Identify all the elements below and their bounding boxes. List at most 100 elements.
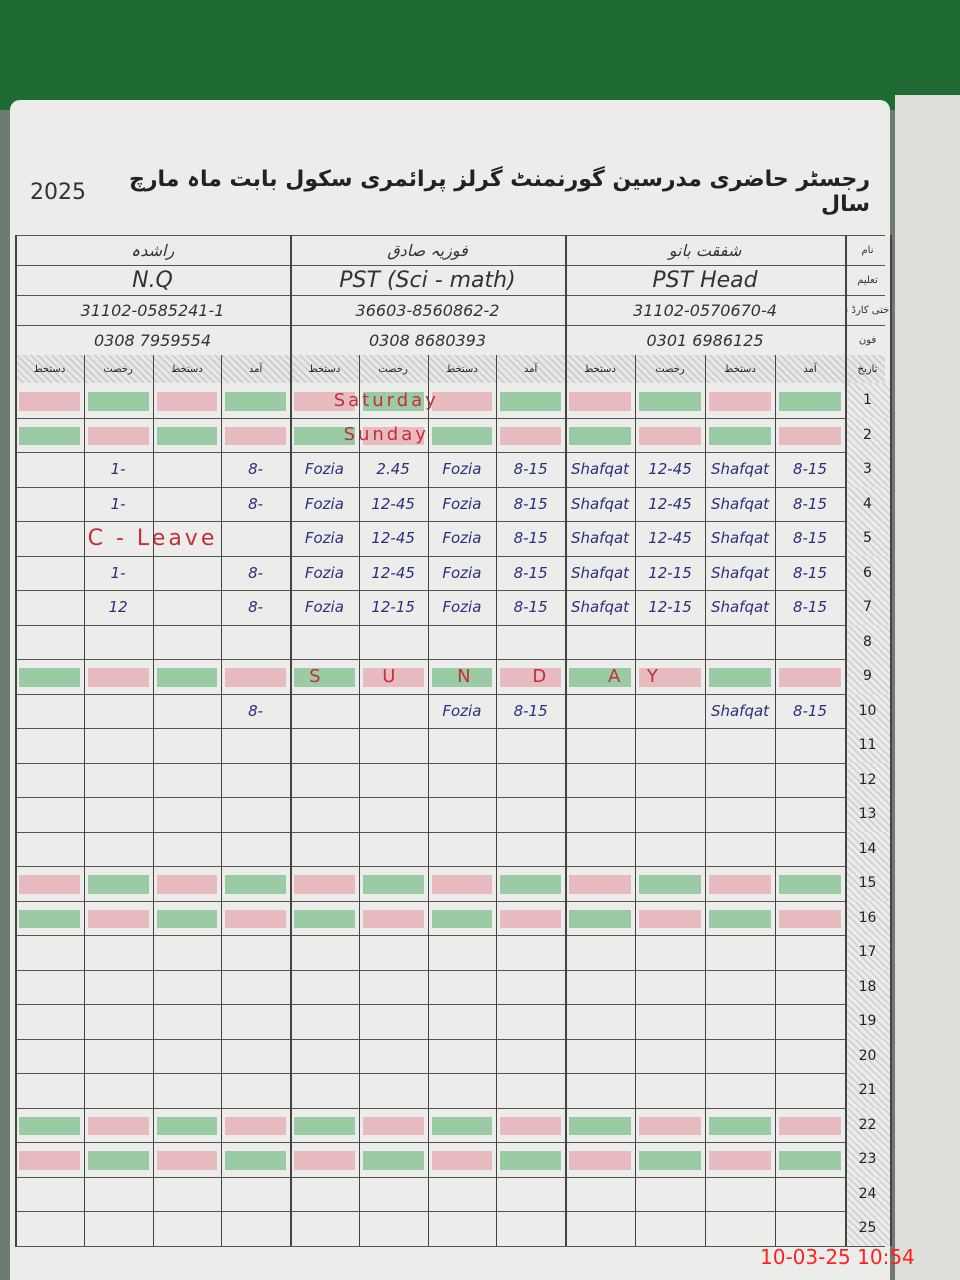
entry: 8-	[248, 494, 264, 513]
row-shade	[500, 875, 561, 894]
teacher-qualification: PST (Sci - math)	[339, 267, 516, 293]
row-shade	[779, 1151, 841, 1170]
entry: 8-15	[513, 460, 548, 479]
row-shade	[156, 392, 218, 411]
info-label: شناختی کارڈ نمبر	[845, 304, 890, 316]
row-shade	[779, 668, 841, 687]
day-note: C - Leave	[87, 525, 218, 551]
day-number: 6	[845, 555, 890, 590]
row-shade	[569, 1151, 631, 1170]
row-shade	[500, 1116, 561, 1135]
column-rule	[496, 355, 498, 1246]
row-shade	[639, 1151, 701, 1170]
row-shade	[639, 1116, 701, 1135]
row-shade	[19, 668, 80, 687]
row-line	[15, 1107, 885, 1109]
row-shade	[87, 392, 149, 411]
day-number: 8	[845, 624, 890, 659]
column-header: آمد	[248, 363, 263, 375]
row-shade	[225, 668, 286, 687]
row-shade	[639, 426, 701, 445]
entry: 12-45	[648, 460, 692, 479]
day-number: 20	[845, 1038, 890, 1073]
entry: 8-15	[792, 494, 828, 513]
day-note: Saturday	[333, 389, 439, 411]
row-shade	[362, 426, 424, 445]
column-header: رخصت	[103, 363, 133, 375]
row-shade	[709, 392, 771, 411]
teacher-name: فوزیہ صادق	[387, 240, 468, 260]
teacher-cnic: 36603-8560862-2	[355, 300, 500, 320]
row-shade	[500, 392, 561, 411]
day-number: 3	[845, 452, 890, 487]
day-number: 13	[845, 797, 890, 832]
entry: 12-45	[648, 494, 692, 513]
row-shade	[225, 875, 286, 894]
day-number: 17	[845, 935, 890, 970]
entry: Shafqat	[570, 494, 630, 513]
entry: Shafqat	[710, 598, 770, 617]
entry: Shafqat	[570, 598, 630, 617]
entry: Fozia	[442, 460, 482, 479]
entry: 12-45	[371, 529, 415, 548]
entry: Shafqat	[570, 460, 630, 479]
entry: Fozia	[304, 494, 344, 513]
row-shade	[87, 426, 149, 445]
row-line	[15, 728, 885, 729]
row-shade	[294, 1151, 355, 1170]
row-shade	[431, 875, 493, 894]
row-shade	[431, 1151, 493, 1170]
row-line	[15, 486, 885, 488]
day-number: 15	[845, 866, 890, 901]
row-shade	[156, 426, 218, 445]
row-shade	[294, 909, 355, 928]
column-rule	[221, 355, 223, 1246]
row-line	[15, 1038, 885, 1040]
entry: 12	[108, 598, 128, 617]
row-shade	[500, 909, 561, 928]
row-shade	[156, 1116, 218, 1135]
row-shade	[225, 426, 286, 445]
row-line	[15, 693, 885, 695]
row-shade	[431, 426, 493, 445]
row-shade	[156, 875, 218, 894]
column-header: آمد	[523, 363, 538, 375]
row-shade	[225, 909, 286, 928]
entry: 8-	[248, 598, 264, 617]
entry: 1-	[110, 460, 126, 479]
row-shade	[779, 875, 841, 894]
entry: 12-15	[648, 598, 692, 617]
column-rule	[358, 355, 360, 1246]
row-shade	[709, 875, 771, 894]
entry: 12-45	[648, 529, 692, 548]
entry: 12-15	[648, 563, 692, 582]
entry: 1-	[110, 563, 126, 582]
entry: Fozia	[442, 701, 482, 720]
entry: 8-	[248, 460, 264, 479]
row-shade	[779, 426, 841, 445]
column-header: آمد	[803, 363, 817, 375]
row-line	[15, 797, 885, 798]
row-line	[15, 1073, 885, 1074]
info-label: فون	[858, 334, 877, 346]
column-rule	[15, 235, 17, 1246]
teacher-phone: 0308 7959554	[93, 330, 212, 350]
column-header: دستخط	[33, 363, 66, 375]
row-shade	[87, 1116, 149, 1135]
column-header: دستخط	[308, 363, 341, 375]
row-shade	[569, 909, 631, 928]
row-shade	[709, 1151, 771, 1170]
entry: 8-	[248, 701, 264, 720]
day-number: 21	[845, 1073, 890, 1108]
entry: 8-15	[792, 529, 828, 548]
entry: 8-15	[792, 598, 828, 617]
day-number: 18	[845, 969, 890, 1004]
row-shade	[500, 1151, 561, 1170]
row-line	[15, 590, 885, 591]
row-shade	[709, 426, 771, 445]
paper	[10, 100, 890, 1280]
row-shade	[156, 668, 218, 687]
row-shade	[19, 875, 80, 894]
row-shade	[709, 909, 771, 928]
entry: Fozia	[304, 563, 344, 582]
